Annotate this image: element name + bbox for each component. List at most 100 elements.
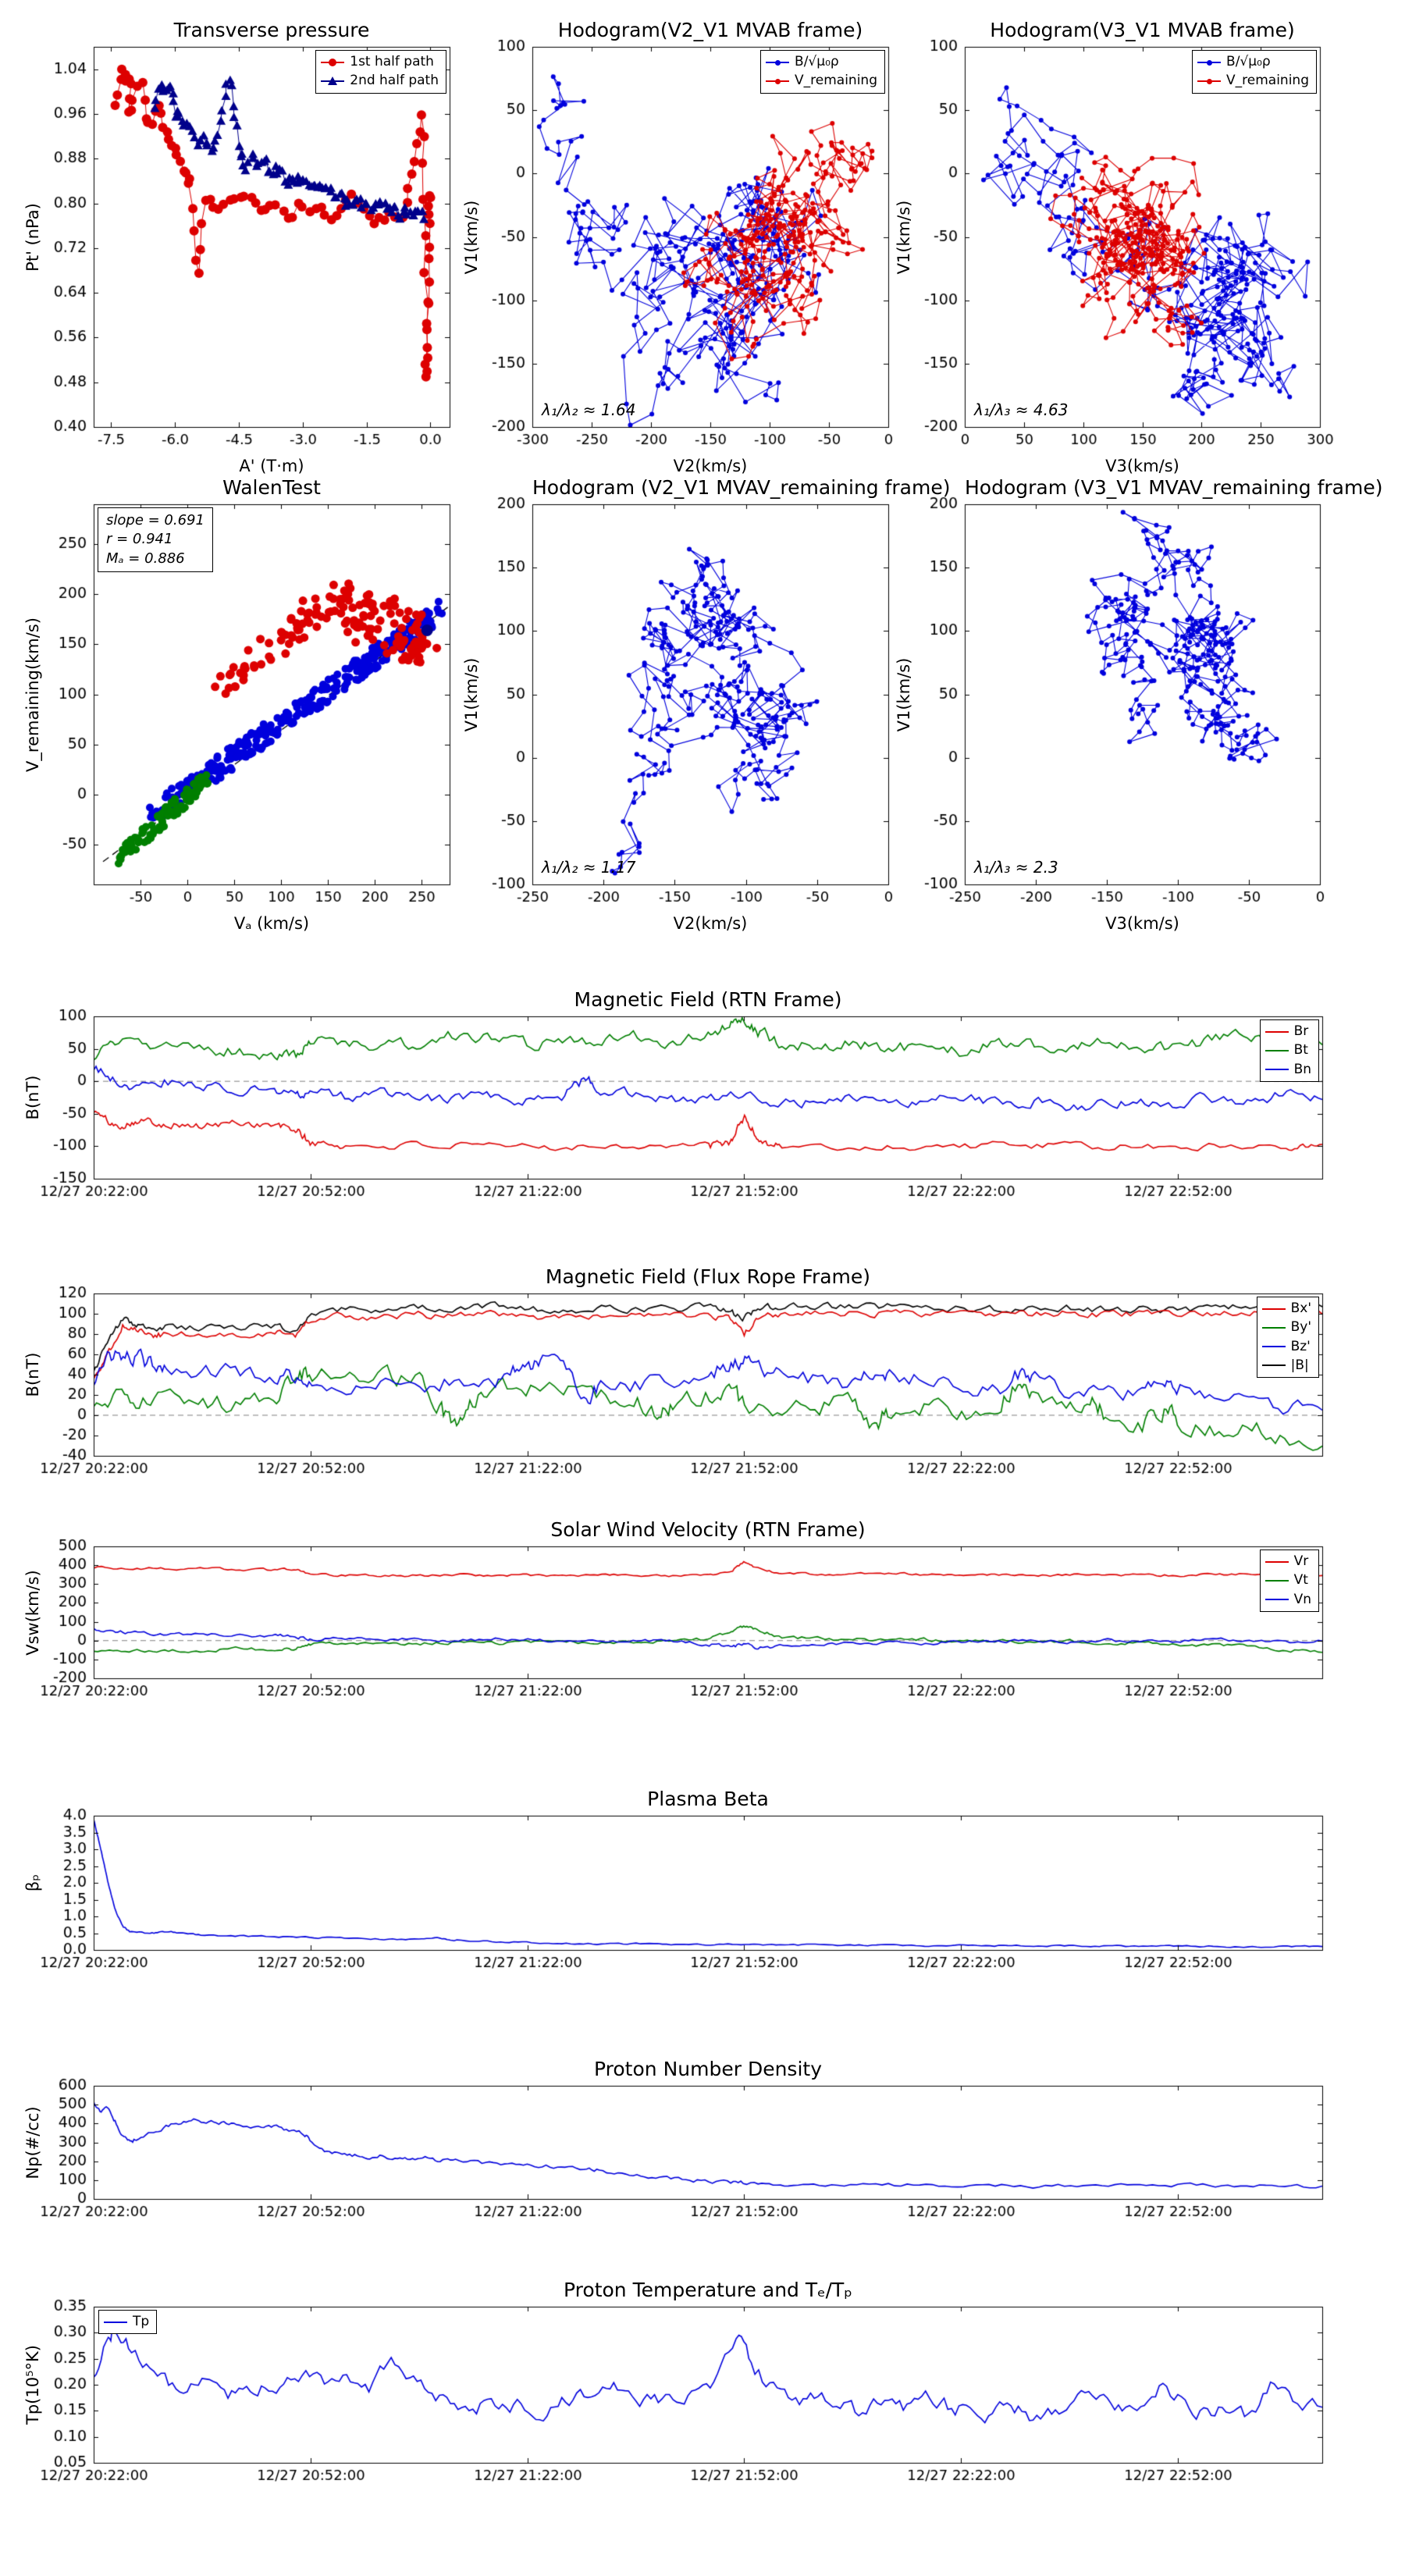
y-axis-label: Vsw(km/s) xyxy=(23,1569,42,1656)
panel-title: Magnetic Field (RTN Frame) xyxy=(574,988,842,1011)
legend-label: V_remaining xyxy=(795,73,877,89)
panel-transverse-pressure: Transverse pressure Pt' (nPa) A' (T·m) 1… xyxy=(23,19,450,475)
legend-item: B/√μ₀ρ xyxy=(1197,54,1309,70)
legend-label: B/√μ₀ρ xyxy=(1226,54,1271,69)
legend-item: Vt xyxy=(1264,1572,1311,1589)
legend-item: V_remaining xyxy=(1197,73,1309,89)
legend-label: V_remaining xyxy=(1226,73,1309,89)
legend-box: B/√μ₀ρ V_remaining xyxy=(760,50,885,94)
panel-title: Plasma Beta xyxy=(647,1788,769,1810)
panel-magnetic-field-flux-rope: Magnetic Field (Flux Rope Frame) B(nT) B… xyxy=(23,1265,1322,1456)
red-line-marker-icon xyxy=(1264,1026,1289,1037)
blue-dot-marker-icon xyxy=(766,57,790,68)
stat-mach-number: Mₐ = 0.886 xyxy=(106,550,185,567)
y-axis-label: Pt' (nPa) xyxy=(23,202,42,272)
legend-box: Tp xyxy=(98,2310,158,2335)
legend-item: Bx' xyxy=(1261,1300,1311,1317)
legend-item: V_remaining xyxy=(766,73,877,89)
legend-label: Bx' xyxy=(1290,1300,1311,1316)
panel-title: Hodogram (V3_V1 MVAV_remaining frame) xyxy=(965,476,1383,499)
red-circle-marker-icon xyxy=(321,57,345,68)
panel-proton-temperature: Proton Temperature and Tₑ/Tₚ Tp(10⁵°K) T… xyxy=(23,2279,1322,2463)
eigenvalue-ratio-annotation: λ₁/λ₃ ≈ 2.3 xyxy=(974,858,1058,877)
x-axis-label: A' (T·m) xyxy=(239,457,304,475)
blue-line-marker-icon xyxy=(1261,1341,1286,1352)
legend-item: |B| xyxy=(1261,1357,1311,1374)
legend-item: Bt xyxy=(1264,1042,1311,1059)
legend-item: 2nd half path xyxy=(321,73,439,89)
red-line-marker-icon xyxy=(1261,1304,1286,1315)
panel-walen-test: WalenTest V_remaining(km/s) Vₐ (km/s) sl… xyxy=(23,476,450,933)
x-axis-label: V2(km/s) xyxy=(673,457,748,475)
y-axis-label: V1(km/s) xyxy=(895,200,913,274)
legend-label: Vt xyxy=(1293,1572,1308,1589)
legend-label: Bn xyxy=(1293,1061,1311,1077)
eigenvalue-ratio-annotation: λ₁/λ₂ ≈ 1.17 xyxy=(542,858,636,877)
y-axis-label: V1(km/s) xyxy=(895,657,913,731)
blue-line-marker-icon xyxy=(104,2317,127,2328)
eigenvalue-ratio-annotation: λ₁/λ₃ ≈ 4.63 xyxy=(974,400,1069,419)
y-axis-label: V1(km/s) xyxy=(462,657,481,731)
blue-line-marker-icon xyxy=(1264,1064,1289,1075)
legend-item: 1st half path xyxy=(321,54,439,70)
legend-item: Tp xyxy=(104,2314,149,2330)
x-axis-label: V2(km/s) xyxy=(673,914,748,933)
y-axis-label: βₚ xyxy=(23,1873,42,1892)
legend-box: Bx' By' Bz' |B| xyxy=(1256,1297,1319,1378)
legend-item: Vr xyxy=(1264,1553,1311,1570)
panel-title: Solar Wind Velocity (RTN Frame) xyxy=(550,1518,866,1541)
legend-label: Bt xyxy=(1293,1042,1308,1059)
blue-triangle-marker-icon xyxy=(321,76,345,87)
panel-hodogram-v2v1-mvav: Hodogram (V2_V1 MVAV_remaining frame) V1… xyxy=(462,476,951,933)
y-axis-label: V_remaining(km/s) xyxy=(23,617,42,772)
red-line-marker-icon xyxy=(1264,1557,1289,1567)
green-line-marker-icon xyxy=(1264,1575,1289,1586)
fit-stats-box: slope = 0.691 r = 0.941 Mₐ = 0.886 xyxy=(98,507,213,572)
red-dot-marker-icon xyxy=(766,76,790,87)
panel-title: WalenTest xyxy=(222,476,321,499)
black-line-marker-icon xyxy=(1261,1360,1286,1371)
x-axis-label: V3(km/s) xyxy=(1105,914,1179,933)
legend-label: Bz' xyxy=(1290,1338,1311,1354)
legend-box: Br Bt Bn xyxy=(1259,1019,1319,1082)
panel-plasma-beta: Plasma Beta βₚ xyxy=(23,1788,1322,1950)
legend-label: 2nd half path xyxy=(350,73,439,89)
y-axis-label: V1(km/s) xyxy=(462,200,481,274)
panel-hodogram-v3v1-mvav: Hodogram (V3_V1 MVAV_remaining frame) V1… xyxy=(895,476,1383,933)
legend-label: Br xyxy=(1293,1023,1309,1039)
legend-label: |B| xyxy=(1290,1357,1309,1373)
blue-line-marker-icon xyxy=(1264,1594,1289,1605)
legend-item: Br xyxy=(1264,1023,1311,1040)
panel-hodogram-v2v1-mvab: Hodogram(V2_V1 MVAB frame) V1(km/s) V2(k… xyxy=(462,19,888,475)
panel-proton-density: Proton Number Density Np(#/cc) xyxy=(23,2058,1322,2199)
panel-hodogram-v3v1-mvab: Hodogram(V3_V1 MVAB frame) V1(km/s) V3(k… xyxy=(895,19,1320,475)
legend-label: Tp xyxy=(133,2314,150,2329)
legend-item: B/√μ₀ρ xyxy=(766,54,877,70)
y-axis-label: B(nT) xyxy=(23,1075,42,1120)
x-axis-label: V3(km/s) xyxy=(1105,457,1179,475)
stat-r: r = 0.941 xyxy=(106,531,173,548)
panel-title: Hodogram (V2_V1 MVAV_remaining frame) xyxy=(532,476,951,499)
legend-label: Vn xyxy=(1293,1591,1311,1607)
panel-title: Hodogram(V3_V1 MVAB frame) xyxy=(990,19,1295,41)
eigenvalue-ratio-annotation: λ₁/λ₂ ≈ 1.64 xyxy=(542,400,636,419)
panel-title: Proton Temperature and Tₑ/Tₚ xyxy=(564,2279,852,2301)
legend-box: 1st half path 2nd half path xyxy=(315,50,446,94)
panel-magnetic-field-rtn: Magnetic Field (RTN Frame) B(nT) Br Bt B… xyxy=(23,988,1322,1179)
panel-solar-wind-velocity: Solar Wind Velocity (RTN Frame) Vsw(km/s… xyxy=(23,1518,1322,1678)
blue-dot-marker-icon xyxy=(1197,57,1222,68)
legend-label: B/√μ₀ρ xyxy=(795,54,839,69)
legend-item: Bn xyxy=(1264,1061,1311,1078)
x-axis-label: Vₐ (km/s) xyxy=(233,914,310,933)
legend-box: Vr Vt Vn xyxy=(1259,1550,1319,1612)
legend-item: Bz' xyxy=(1261,1338,1311,1355)
green-line-marker-icon xyxy=(1261,1322,1286,1333)
panel-title: Magnetic Field (Flux Rope Frame) xyxy=(545,1265,871,1288)
y-axis-label: B(nT) xyxy=(23,1352,42,1397)
legend-label: 1st half path xyxy=(350,54,434,69)
legend-box: B/√μ₀ρ V_remaining xyxy=(1192,50,1317,94)
panel-title: Hodogram(V2_V1 MVAB frame) xyxy=(557,19,863,41)
legend-item: By' xyxy=(1261,1319,1311,1336)
